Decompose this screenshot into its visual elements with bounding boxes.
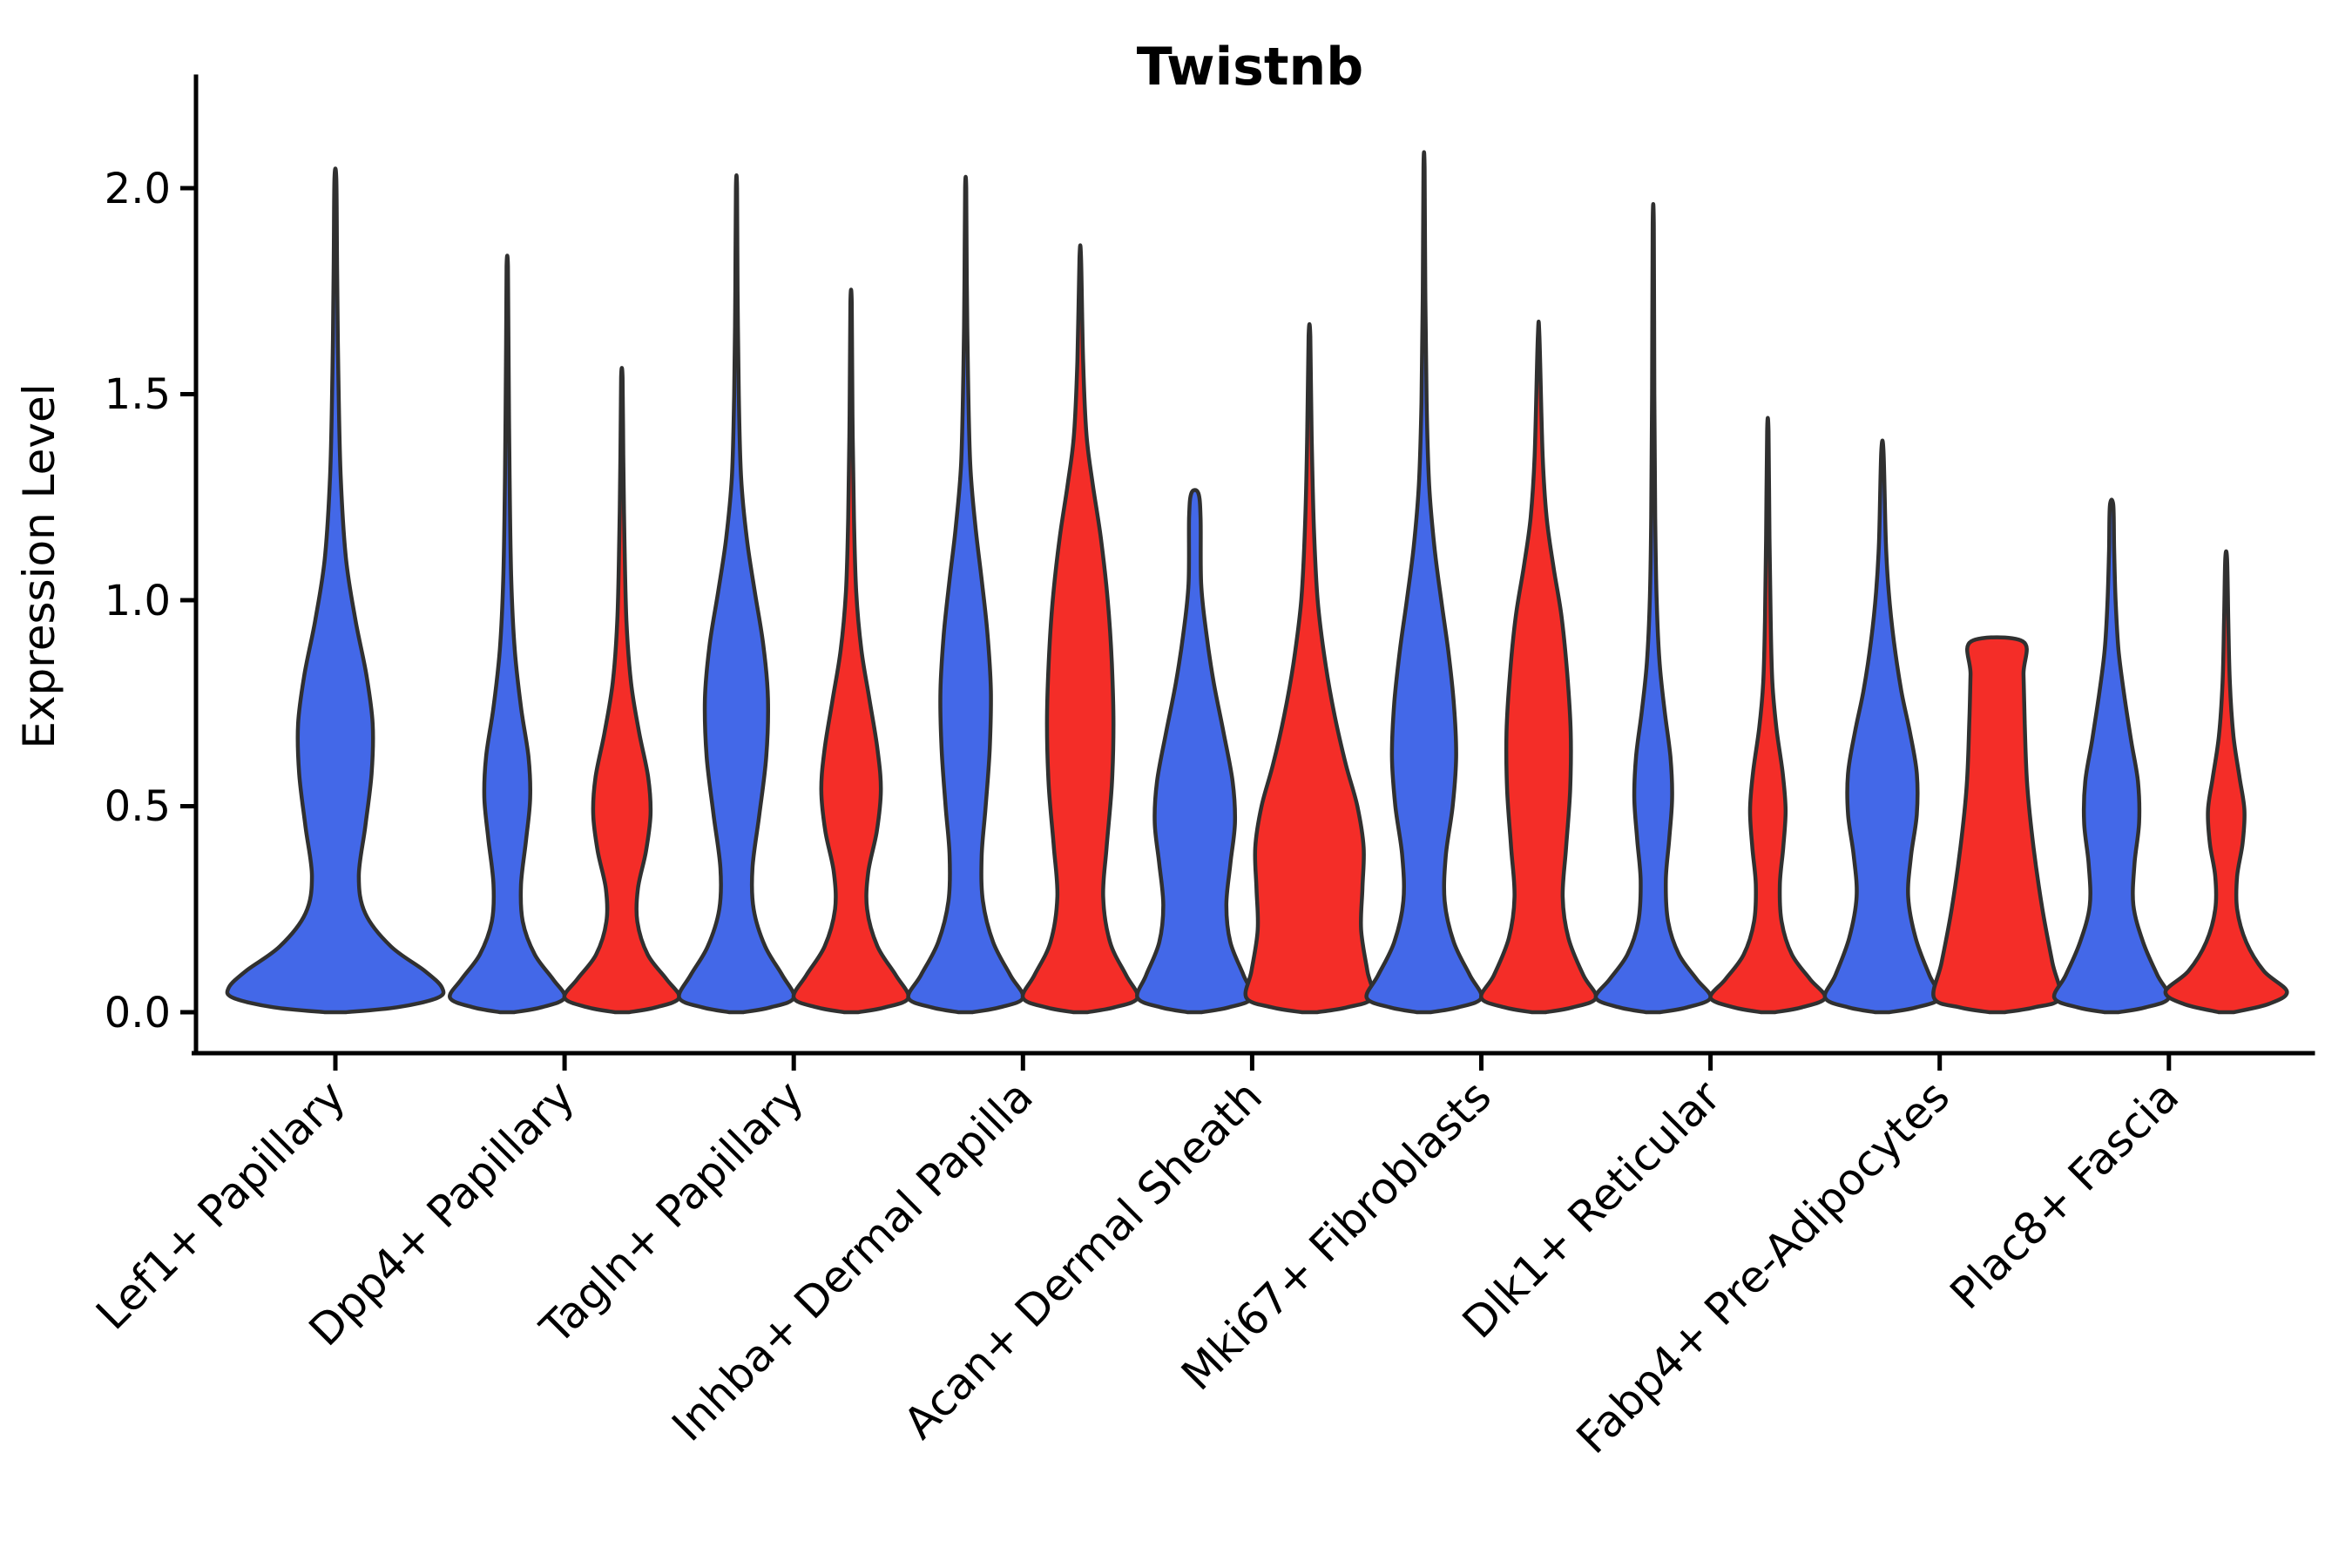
violin-red-8 bbox=[2163, 549, 2289, 1015]
y-tick-labels: 0.0 0.5 1.0 1.5 2.0 bbox=[105, 165, 171, 1037]
violin-red-4 bbox=[1243, 321, 1375, 1015]
violin-blue-4 bbox=[1135, 488, 1255, 1015]
plot-title: Twistnb bbox=[1137, 37, 1363, 98]
y-axis-label: Expression Level bbox=[14, 383, 64, 748]
x-ticks bbox=[333, 1055, 2172, 1071]
x-tick-label: Lef1+ Papillary bbox=[86, 1071, 355, 1339]
violin-blue-5 bbox=[1364, 150, 1484, 1015]
violin-blue-8 bbox=[2051, 497, 2172, 1015]
y-tick-label: 2.0 bbox=[105, 165, 171, 213]
violin-red-6 bbox=[1708, 416, 1828, 1015]
y-axis-ticks bbox=[180, 186, 196, 1015]
x-tick-label: Plac8+ Fascia bbox=[1941, 1071, 2189, 1319]
violin-red-2 bbox=[791, 287, 911, 1015]
violin-blue-2 bbox=[677, 172, 796, 1015]
violin-blue-1 bbox=[448, 253, 567, 1015]
y-tick-label: 0.0 bbox=[105, 989, 171, 1037]
y-tick-label: 1.0 bbox=[105, 577, 171, 625]
violin-red-5 bbox=[1479, 319, 1598, 1015]
violin-blue-7 bbox=[1822, 438, 1943, 1015]
y-tick-label: 1.5 bbox=[105, 370, 171, 419]
x-axis-tickmarks bbox=[333, 1055, 2172, 1071]
violin-blue-3 bbox=[906, 174, 1025, 1015]
violin-blue-0 bbox=[225, 166, 446, 1015]
violin-red-7 bbox=[1931, 635, 2063, 1015]
x-tick-label: Fabp4+ Pre-Adipocytes bbox=[1567, 1071, 1960, 1463]
y-tick-label: 0.5 bbox=[105, 782, 171, 831]
violin-red-3 bbox=[1020, 243, 1140, 1015]
violin-red-1 bbox=[562, 366, 682, 1015]
violins-layer bbox=[225, 150, 2289, 1015]
violin-blue-6 bbox=[1593, 202, 1713, 1015]
